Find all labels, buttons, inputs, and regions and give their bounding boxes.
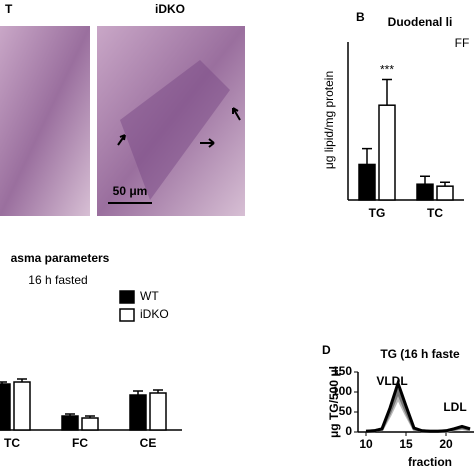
x-tick-label: CE [140, 436, 157, 450]
bar [149, 392, 167, 431]
peak-label: VLDL [376, 374, 407, 388]
legend-label: WT [140, 289, 159, 303]
chart-title: TG (16 h faste [380, 347, 460, 361]
arrow [200, 138, 215, 148]
bar [358, 163, 376, 201]
x-tick-label: TG [369, 206, 386, 220]
x-tick-label: 20 [439, 437, 453, 451]
panel-label: T [5, 2, 13, 16]
tissue-shape [120, 60, 230, 200]
panel-label: D [322, 343, 331, 357]
chart-title: asma parameters [11, 251, 110, 265]
error-bar [85, 415, 95, 418]
error-bar [440, 181, 450, 187]
chart-subtitle: 16 h fasted [28, 273, 87, 287]
error-bar [17, 378, 27, 382]
x-tick-label: 10 [359, 437, 373, 451]
y-tick-label: 150 [332, 364, 352, 378]
x-tick-label: TC [427, 206, 443, 220]
error-bar [382, 78, 392, 106]
y-tick-label: 0 [345, 424, 352, 438]
error-bar [420, 175, 430, 185]
error-bar [362, 147, 372, 165]
bar [0, 383, 11, 431]
x-tick-label: 15 [399, 437, 413, 451]
y-tick-label: 50 [339, 404, 353, 418]
bar [13, 381, 31, 431]
y-axis-label: μg lipid/mg protein [322, 71, 336, 169]
significance: *** [380, 63, 394, 77]
bar [416, 183, 434, 201]
arrow [117, 134, 126, 146]
arrow [232, 107, 241, 121]
x-tick-label: TC [4, 436, 20, 450]
y-axis-label: μg TG/500 μl [327, 366, 341, 438]
x-tick-label: FC [72, 436, 88, 450]
error-bar [0, 381, 7, 384]
bar [378, 104, 396, 201]
chart-subtitle: FF [455, 36, 470, 50]
chart-title: Duodenal li [388, 15, 453, 29]
legend-label: iDKO [140, 307, 169, 321]
error-bar [133, 390, 143, 395]
panel-label: iDKO [155, 2, 185, 16]
bar [436, 185, 454, 201]
bar [81, 417, 99, 431]
legend-swatch [119, 290, 135, 304]
error-bar [153, 389, 163, 393]
legend-swatch [119, 308, 135, 322]
x-axis-label: fraction [408, 455, 452, 469]
error-bar [65, 413, 75, 416]
peak-label: LDL [443, 400, 466, 414]
bar [61, 415, 79, 431]
histology-image-wt [0, 26, 90, 216]
profile-line [365, 378, 471, 433]
scale-label: 50 μm [113, 184, 148, 198]
panel-label: B [356, 10, 365, 24]
bar [129, 394, 147, 431]
y-tick-label: 100 [332, 384, 352, 398]
